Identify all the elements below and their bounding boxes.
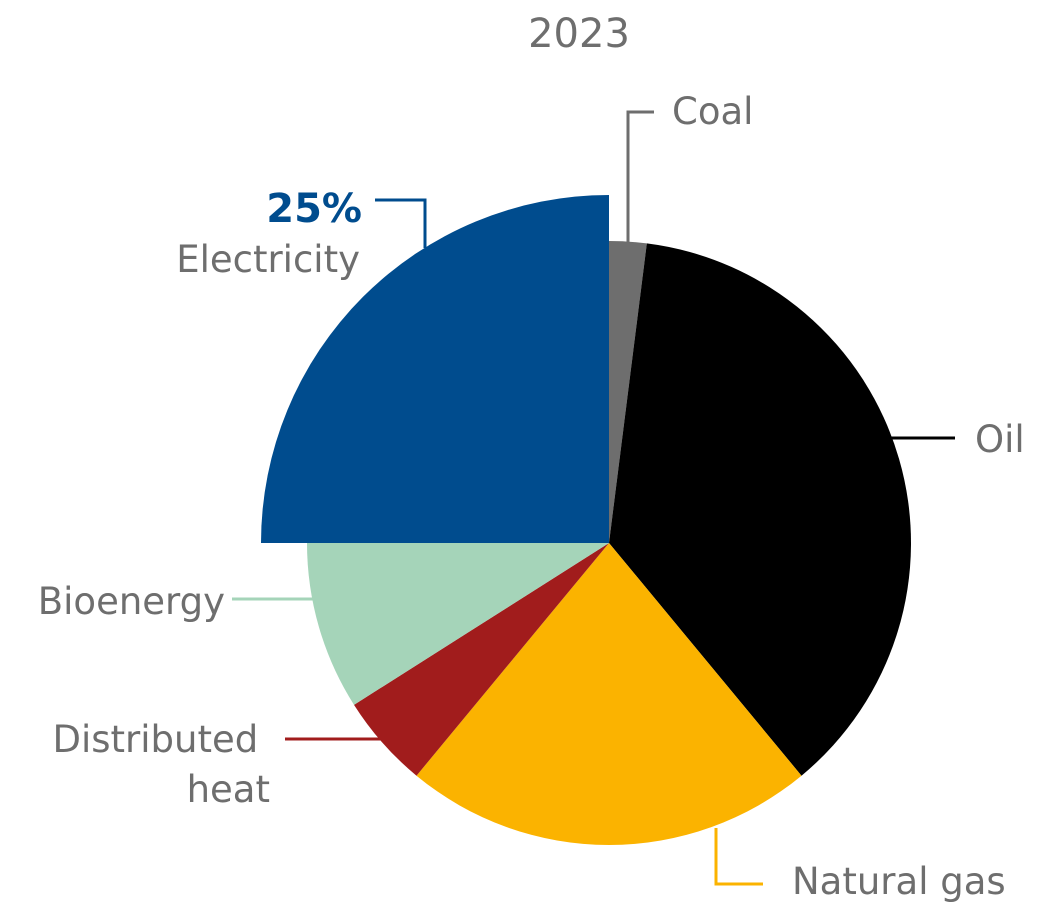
slice-electricity [261, 195, 609, 543]
label-distributed-heat: Distributed heat [52, 718, 270, 811]
slice-coal [609, 241, 647, 543]
slice-distributed-heat [354, 543, 609, 776]
leader-natural-gas [714, 828, 763, 886]
leader-lines [232, 110, 955, 886]
label-oil: Oil [975, 418, 1025, 461]
pie-slices [261, 195, 911, 845]
label-bioenergy: Bioenergy [38, 580, 225, 623]
leader-electricity [375, 198, 427, 248]
label-coal: Coal [672, 90, 753, 133]
label-natural-gas: Natural gas [792, 860, 1006, 903]
label-electricity-value: 25% [266, 186, 362, 232]
label-distributed-heat-line1: Distributed [52, 718, 258, 761]
slice-oil [609, 243, 911, 776]
chart-title: 2023 [528, 11, 630, 57]
label-distributed-heat-line2: heat [187, 768, 270, 811]
label-electricity: Electricity [176, 238, 360, 281]
slice-bioenergy [307, 543, 609, 705]
slice-natural-gas [416, 543, 802, 845]
leader-coal [626, 110, 654, 250]
